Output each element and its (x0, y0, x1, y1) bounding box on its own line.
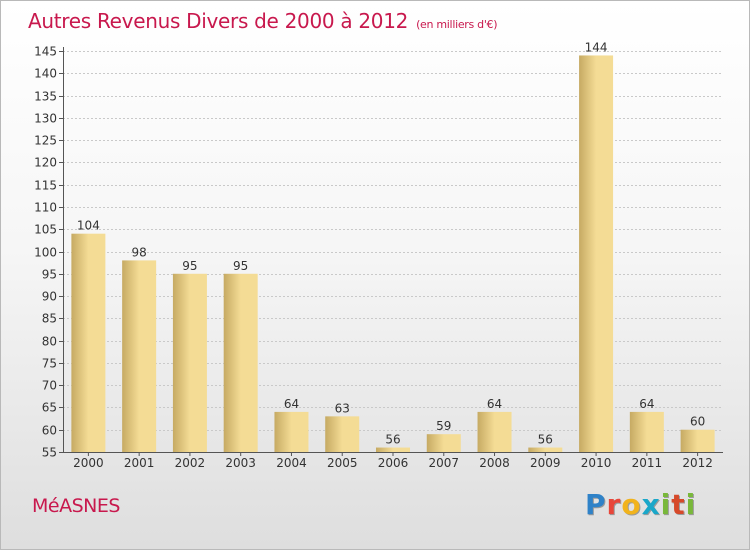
data-label-2005: 63 (335, 401, 350, 415)
data-label-2002: 95 (182, 259, 197, 273)
data-label-2006: 56 (385, 433, 400, 447)
bar-2004 (274, 411, 309, 452)
y-tick-label: 125 (34, 134, 57, 148)
x-tick-label-2007: 2007 (428, 456, 459, 470)
y-tick-label: 145 (34, 45, 57, 59)
bar-2009 (528, 447, 563, 452)
labels: 55 60 65 70 75 80 85 90 95 100 105 110 115 120 125 130 1… (34, 40, 713, 470)
data-label-2001: 98 (132, 245, 147, 259)
bar-2000 (71, 233, 106, 452)
bars (71, 55, 715, 452)
y-tick-label: 65 (42, 401, 57, 415)
x-tick-label-2012: 2012 (682, 456, 713, 470)
y-tick-label: 60 (42, 424, 57, 438)
data-label-2007: 59 (436, 419, 451, 433)
x-tick-label-2003: 2003 (225, 456, 256, 470)
y-tick-label: 90 (42, 290, 57, 304)
x-tick-label-2011: 2011 (632, 456, 663, 470)
y-tick-label: 130 (34, 112, 57, 126)
bar-2001 (122, 260, 157, 452)
y-tick-label: 140 (34, 67, 57, 81)
proxiti-logo: Proxiti (585, 488, 697, 521)
data-label-2009: 56 (538, 433, 553, 447)
title-unit: (en milliers d'€) (416, 18, 498, 31)
data-label-2010: 144 (585, 40, 608, 54)
x-tick-label-2006: 2006 (378, 456, 409, 470)
bar-2008 (477, 411, 512, 452)
data-label-2003: 95 (233, 259, 248, 273)
x-tick-label-2001: 2001 (124, 456, 155, 470)
chart-title: Autres Revenus Divers de 2000 à 2012 (en … (28, 9, 498, 33)
grid-lines (63, 51, 723, 453)
bar-2007 (426, 434, 461, 452)
x-tick-label-2000: 2000 (73, 456, 104, 470)
x-tick-label-2004: 2004 (276, 456, 307, 470)
data-label-2008: 64 (487, 397, 502, 411)
title-text: Autres Revenus Divers de 2000 à 2012 (28, 9, 409, 33)
y-tick-label: 95 (42, 268, 57, 282)
bar-2011 (629, 411, 664, 452)
y-tick-label: 110 (34, 201, 57, 215)
y-tick-label: 75 (42, 357, 57, 371)
x-tick-label-2002: 2002 (175, 456, 206, 470)
x-tick-label-2005: 2005 (327, 456, 358, 470)
y-tick-label: 100 (34, 246, 57, 260)
data-label-2011: 64 (639, 397, 654, 411)
y-tick-label: 85 (42, 312, 57, 326)
bar-2005 (325, 416, 360, 452)
y-tick-label: 70 (42, 379, 57, 393)
bar-2012 (680, 429, 715, 452)
bar-2010 (579, 55, 614, 452)
bar-2006 (376, 447, 410, 452)
bar-2003 (223, 273, 258, 452)
data-label-2000: 104 (77, 219, 100, 233)
y-tick-label: 80 (42, 335, 57, 349)
y-tick-label: 120 (34, 156, 57, 170)
x-tick-label-2009: 2009 (530, 456, 561, 470)
x-tick-label-2010: 2010 (581, 456, 612, 470)
bar-2002 (172, 273, 207, 452)
y-tick-label: 115 (34, 179, 57, 193)
commune-name: MéASNES (32, 495, 120, 517)
y-tick-label: 135 (34, 90, 57, 104)
y-tick-label: 105 (34, 223, 57, 237)
x-tick-label-2008: 2008 (479, 456, 510, 470)
data-label-2012: 60 (690, 415, 705, 429)
y-tick-label: 55 (42, 446, 57, 460)
axes (59, 47, 723, 456)
data-label-2004: 64 (284, 397, 299, 411)
